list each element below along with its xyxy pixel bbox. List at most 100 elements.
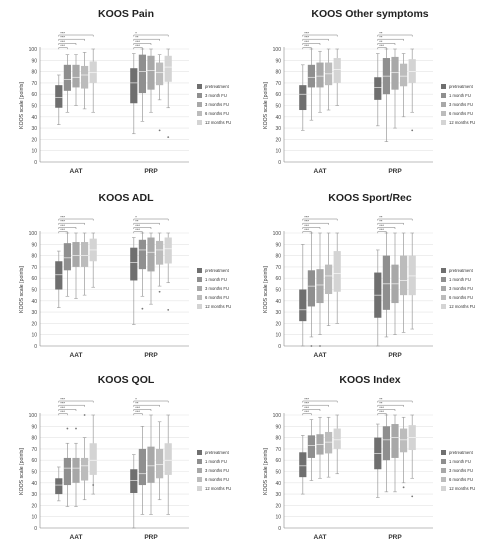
legend-swatch [197, 450, 202, 455]
significance-label: *** [60, 219, 65, 224]
legend-label: 3 months FU [205, 286, 229, 291]
y-tick-label: 40 [275, 299, 281, 305]
legend-label: pretreatment [449, 84, 474, 89]
legend-swatch [197, 268, 202, 273]
y-tick-label: 40 [31, 299, 37, 305]
box-plot: KOOS ADL 0 10 20 30 40 50 60 70 80 90 100 KOOS scale… [19, 192, 231, 359]
chart-panel: KOOS QOL 0 10 20 30 40 50 60 70 80 90 100 KOOS scale… [6, 370, 246, 550]
y-axis-label: KOOS scale [points] [19, 266, 25, 313]
y-tick-label: 50 [275, 288, 281, 294]
box [307, 64, 315, 88]
y-tick-label: 10 [31, 515, 37, 521]
legend-swatch [441, 304, 446, 309]
box [408, 59, 416, 83]
box [299, 452, 307, 478]
legend-swatch [441, 286, 446, 291]
box [400, 428, 408, 453]
y-tick-label: 30 [31, 492, 37, 498]
y-tick-label: 30 [275, 492, 281, 498]
group-label: AAT [70, 168, 83, 175]
group-label: AAT [70, 534, 83, 541]
y-tick-label: 70 [275, 447, 281, 453]
legend-swatch [197, 277, 202, 282]
box [391, 424, 399, 458]
y-tick-label: 50 [31, 104, 37, 110]
y-tick-label: 20 [31, 137, 37, 143]
significance-label: ** [135, 219, 139, 224]
y-tick-label: 40 [31, 481, 37, 487]
outlier-point [158, 290, 161, 293]
y-tick-label: 80 [31, 254, 37, 260]
y-tick-label: 70 [275, 265, 281, 271]
chart-title: KOOS ADL [98, 192, 154, 204]
chart-title: KOOS Index [339, 374, 400, 386]
box [72, 457, 80, 483]
y-tick-label: 30 [275, 126, 281, 132]
y-tick-label: 40 [31, 115, 37, 121]
y-axis-label: KOOS scale [points] [263, 266, 269, 313]
significance-label: *** [379, 43, 384, 48]
box [299, 85, 307, 111]
y-tick-label: 40 [275, 115, 281, 121]
legend-swatch [197, 286, 202, 291]
legend-swatch [197, 84, 202, 89]
legend-label: pretreatment [205, 450, 230, 455]
chart-panel: KOOS Pain 0 10 20 30 40 50 60 70 80 90 100 KOOS scal… [6, 4, 246, 184]
y-tick-label: 60 [275, 276, 281, 282]
significance-label: *** [135, 405, 140, 410]
chart-panel: KOOS Index 0 10 20 30 40 50 60 70 80 90 100 KOOS sca… [250, 370, 490, 550]
significance-label: ** [379, 401, 383, 406]
legend-label: 1 month FU [205, 277, 227, 282]
y-tick-label: 20 [275, 321, 281, 327]
legend-swatch [197, 102, 202, 107]
legend-label: pretreatment [449, 268, 474, 273]
y-tick-label: 30 [31, 310, 37, 316]
y-tick-label: 90 [275, 424, 281, 430]
outlier-point [66, 427, 69, 430]
outlier-point [411, 495, 414, 498]
chart-panel: KOOS ADL 0 10 20 30 40 50 60 70 80 90 100 KOOS scale… [6, 188, 246, 368]
legend-label: 12 months FU [449, 120, 475, 125]
group-label: PRP [388, 534, 402, 541]
y-tick-label: 20 [275, 503, 281, 509]
y-tick-label: 90 [31, 58, 37, 64]
y-tick-label: 10 [275, 333, 281, 339]
significance-label: *** [379, 409, 384, 414]
group-label: AAT [314, 534, 327, 541]
box [333, 251, 341, 292]
box [325, 431, 333, 454]
y-tick-label: 10 [275, 515, 281, 521]
significance-label: *** [60, 30, 65, 35]
box [130, 469, 138, 493]
group-label: AAT [70, 352, 83, 359]
y-tick-label: 80 [31, 70, 37, 76]
box [130, 247, 138, 281]
group-label: PRP [144, 534, 158, 541]
significance-label: * [135, 214, 137, 219]
chart-title: KOOS QOL [98, 374, 155, 386]
legend-swatch [441, 477, 446, 482]
box [81, 65, 89, 89]
y-tick-label: 60 [31, 92, 37, 98]
outlier-point [167, 308, 170, 311]
y-tick-label: 60 [275, 458, 281, 464]
box [374, 77, 382, 100]
y-tick-label: 50 [275, 104, 281, 110]
legend-swatch [197, 477, 202, 482]
y-tick-label: 70 [31, 447, 37, 453]
legend-label: 12 months FU [449, 486, 475, 491]
box [63, 457, 71, 486]
outlier-point [319, 345, 321, 347]
outlier-point [83, 414, 86, 416]
chart-title: KOOS Pain [98, 8, 154, 20]
significance-label: *** [60, 35, 65, 40]
legend-label: pretreatment [205, 268, 230, 273]
box [138, 448, 146, 486]
significance-label: ** [379, 39, 383, 44]
significance-label: * [135, 30, 137, 35]
legend-swatch [441, 102, 446, 107]
y-tick-label: 70 [31, 81, 37, 87]
box-plot: KOOS Pain 0 10 20 30 40 50 60 70 80 90 100 KOOS scal… [19, 8, 231, 175]
legend-swatch [197, 295, 202, 300]
